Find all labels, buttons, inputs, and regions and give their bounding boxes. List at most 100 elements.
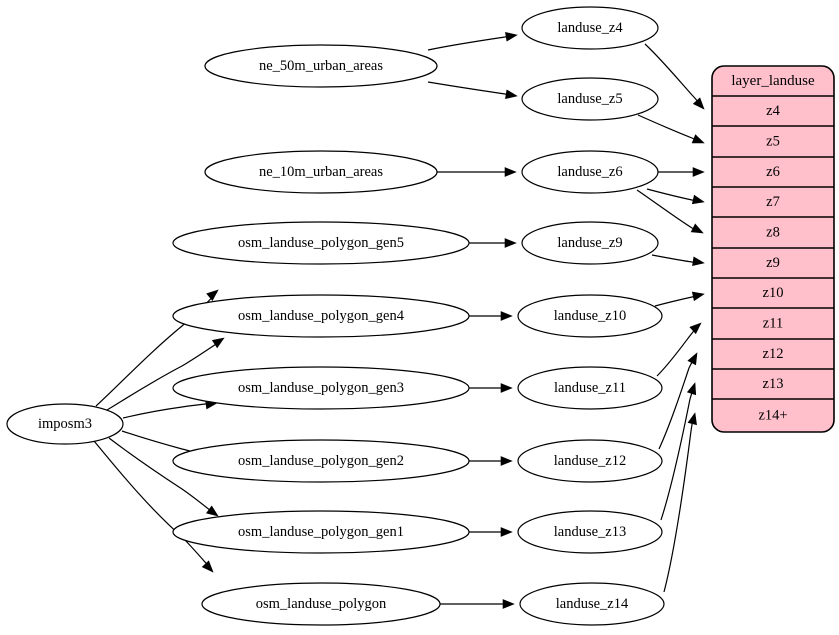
node-landuse_z10[interactable]: landuse_z10 xyxy=(517,294,663,338)
edge-osm_landuse_polygon_gen4-to-landuse_z10 xyxy=(469,311,513,321)
node-landuse_z9[interactable]: landuse_z9 xyxy=(521,221,659,265)
edge-landuse_z6-to-row_z7 xyxy=(646,188,705,205)
layer-landuse-table[interactable]: layer_landusez4z5z6z7z8z9z10z11z12z13z14… xyxy=(711,65,835,433)
node-shape xyxy=(172,294,470,338)
arrow-head xyxy=(687,352,698,366)
node-shape xyxy=(517,510,663,554)
node-shape xyxy=(172,221,470,265)
arrow-head xyxy=(500,311,513,321)
edge-line xyxy=(106,339,223,411)
arrow-head xyxy=(206,289,219,301)
edge-imposm3-to-osm_landuse_polygon xyxy=(93,440,214,573)
node-shape xyxy=(521,6,659,50)
edge-landuse_z10-to-row_z10 xyxy=(654,291,705,307)
node-shape xyxy=(6,403,124,445)
arrow-head xyxy=(505,89,518,100)
node-landuse_z14[interactable]: landuse_z14 xyxy=(519,582,665,626)
arrow-head xyxy=(692,97,705,110)
node-shape xyxy=(517,439,663,483)
edge-line xyxy=(660,384,695,521)
nodes-layer: imposm3 ne_50m_urban_areas ne_10m_urban_ar… xyxy=(6,6,665,626)
edge-landuse_z9-to-row_z9 xyxy=(651,254,705,267)
arrow-head xyxy=(500,383,513,393)
node-shape xyxy=(521,221,659,265)
edge-line xyxy=(427,81,516,97)
arrow-head xyxy=(505,31,518,42)
edge-landuse_z6-to-row_z8 xyxy=(636,189,704,234)
edge-osm_landuse_polygon_gen3-to-landuse_z11 xyxy=(469,383,513,393)
edge-imposm3-to-osm_landuse_polygon_gen3 xyxy=(122,399,218,419)
edge-landuse_z4-to-row_z4 xyxy=(644,43,705,110)
edge-line xyxy=(108,437,217,516)
edge-landuse_z14-to-row_z14 xyxy=(663,412,697,593)
edge-line xyxy=(637,114,703,143)
node-ne_10m_urban_areas[interactable]: ne_10m_urban_areas xyxy=(204,150,438,194)
edge-imposm3-to-osm_landuse_polygon_gen1 xyxy=(108,437,219,517)
node-landuse_z4[interactable]: landuse_z4 xyxy=(521,6,659,50)
arrow-head xyxy=(504,167,517,177)
node-shape xyxy=(519,582,665,626)
edge-line xyxy=(656,324,700,377)
edge-line xyxy=(93,440,213,571)
node-shape xyxy=(517,366,663,410)
node-shape xyxy=(204,150,438,194)
edge-osm_landuse_polygon_gen5-to-landuse_z9 xyxy=(469,238,517,248)
arrow-head xyxy=(211,337,225,349)
node-osm_landuse_polygon_gen5[interactable]: osm_landuse_polygon_gen5 xyxy=(172,221,470,265)
node-landuse_z6[interactable]: landuse_z6 xyxy=(521,150,659,194)
node-osm_landuse_polygon_gen2[interactable]: osm_landuse_polygon_gen2 xyxy=(172,439,470,483)
node-shape xyxy=(521,150,659,194)
node-landuse_z5[interactable]: landuse_z5 xyxy=(521,77,659,121)
edge-line xyxy=(663,414,695,593)
node-landuse_z13[interactable]: landuse_z13 xyxy=(517,510,663,554)
node-landuse_z11[interactable]: landuse_z11 xyxy=(517,366,663,410)
edge-ne_50m_urban_areas-to-landuse_z4 xyxy=(427,31,518,51)
arrow-head xyxy=(504,238,517,248)
arrow-head xyxy=(500,456,513,466)
edge-line xyxy=(427,34,516,51)
arrow-head xyxy=(690,223,704,234)
arrow-head xyxy=(206,505,219,517)
node-osm_landuse_polygon[interactable]: osm_landuse_polygon xyxy=(201,582,441,626)
node-osm_landuse_polygon_gen1[interactable]: osm_landuse_polygon_gen1 xyxy=(172,510,470,554)
edge-landuse_z12-to-row_z12 xyxy=(658,352,698,450)
node-imposm3[interactable]: imposm3 xyxy=(6,403,124,445)
node-shape xyxy=(172,510,470,554)
edge-osm_landuse_polygon-to-landuse_z14 xyxy=(440,599,515,609)
node-shape xyxy=(172,439,470,483)
table-background xyxy=(711,65,835,433)
node-shape xyxy=(517,294,663,338)
edge-ne_10m_urban_areas-to-landuse_z6 xyxy=(437,167,517,177)
node-shape xyxy=(521,77,659,121)
arrow-head xyxy=(686,382,697,396)
node-osm_landuse_polygon_gen3[interactable]: osm_landuse_polygon_gen3 xyxy=(172,366,470,410)
arrow-head xyxy=(201,560,214,573)
node-ne_50m_urban_areas[interactable]: ne_50m_urban_areas xyxy=(204,44,438,88)
node-shape xyxy=(172,366,470,410)
edge-ne_50m_urban_areas-to-landuse_z5 xyxy=(427,81,518,100)
edge-landuse_z13-to-row_z13 xyxy=(660,382,697,521)
arrow-head xyxy=(691,134,705,144)
edge-landuse_z5-to-row_z5 xyxy=(637,114,705,144)
edge-landuse_z6-to-row_z6 xyxy=(658,167,705,177)
edge-imposm3-to-osm_landuse_polygon_gen4 xyxy=(106,337,225,411)
arrow-head xyxy=(692,167,705,177)
node-osm_landuse_polygon_gen4[interactable]: osm_landuse_polygon_gen4 xyxy=(172,294,470,338)
arrow-head xyxy=(692,256,705,267)
arrow-head xyxy=(502,599,515,609)
arrow-head xyxy=(691,194,705,205)
arrow-head xyxy=(500,527,513,537)
edge-osm_landuse_polygon_gen1-to-landuse_z13 xyxy=(469,527,513,537)
edge-line xyxy=(636,189,702,233)
edge-line xyxy=(122,402,216,419)
arrow-head xyxy=(689,322,702,335)
node-landuse_z12[interactable]: landuse_z12 xyxy=(517,439,663,483)
edge-osm_landuse_polygon_gen2-to-landuse_z12 xyxy=(469,456,513,466)
arrow-head xyxy=(691,291,705,302)
node-shape xyxy=(201,582,441,626)
arrow-head xyxy=(687,412,697,426)
edge-landuse_z11-to-row_z11 xyxy=(656,322,702,377)
node-shape xyxy=(204,44,438,88)
